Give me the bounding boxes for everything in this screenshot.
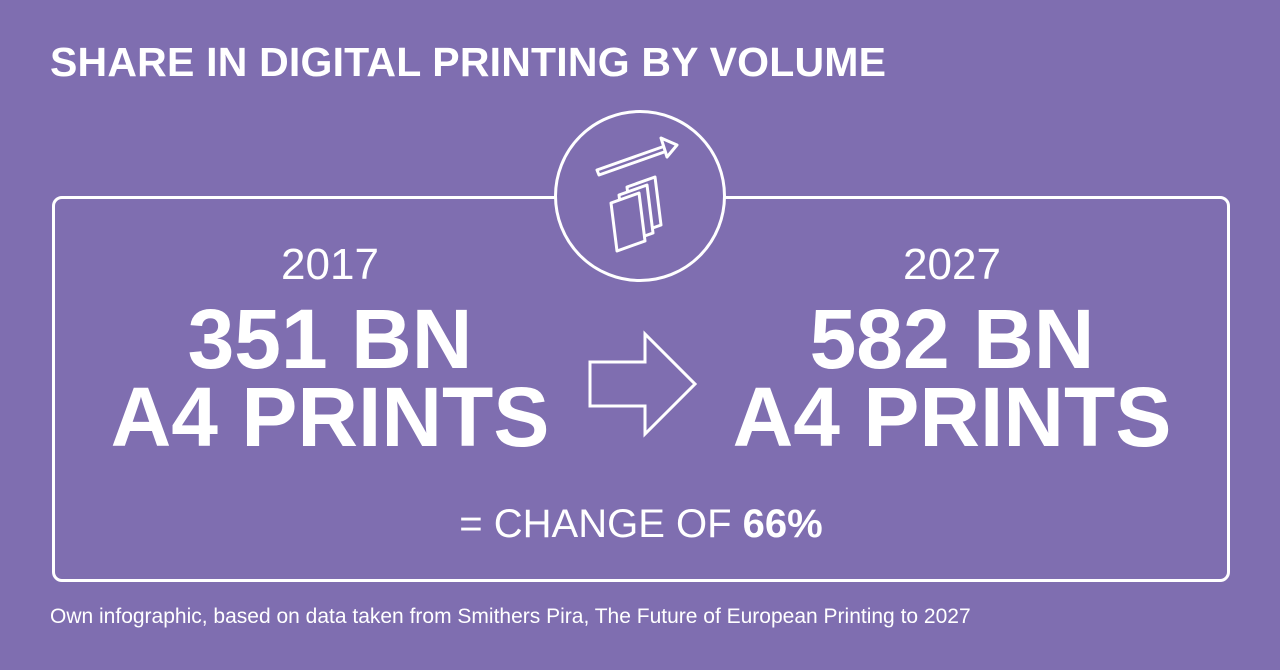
left-stat: 2017 351 BN A4 PRINTS [70, 240, 590, 464]
right-year: 2027 [903, 240, 1001, 289]
right-arrow-icon [588, 330, 698, 438]
badge-circle [554, 110, 726, 282]
source-footnote: Own infographic, based on data taken fro… [50, 605, 971, 628]
left-value: 351 BN [187, 292, 473, 386]
infographic-title: SHARE IN DIGITAL PRINTING BY VOLUME [50, 39, 887, 85]
right-value: 582 BN [809, 292, 1095, 386]
documents-growth-icon [595, 136, 679, 253]
change-prefix: = CHANGE OF [459, 502, 743, 546]
change-summary: = CHANGE OF 66% [52, 500, 1230, 548]
left-unit: A4 PRINTS [110, 370, 550, 464]
left-year: 2017 [281, 240, 379, 289]
right-unit: A4 PRINTS [732, 370, 1172, 464]
right-stat: 2027 582 BN A4 PRINTS [692, 240, 1212, 464]
change-percent: 66% [742, 502, 823, 546]
